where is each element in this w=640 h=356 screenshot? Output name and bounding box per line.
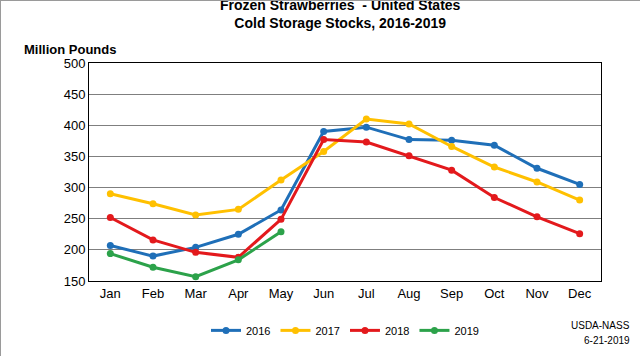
svg-text:Million Pounds: Million Pounds — [24, 42, 116, 57]
svg-text:Apr: Apr — [228, 286, 249, 301]
svg-text:May: May — [269, 286, 294, 301]
svg-text:300: 300 — [64, 180, 86, 195]
svg-text:6-21-2019: 6-21-2019 — [584, 335, 630, 346]
svg-text:450: 450 — [64, 87, 86, 102]
svg-text:250: 250 — [64, 211, 86, 226]
svg-text:Aug: Aug — [397, 286, 420, 301]
svg-text:2017: 2017 — [315, 325, 339, 337]
svg-text:Oct: Oct — [484, 286, 505, 301]
svg-text:USDA-NASS: USDA-NASS — [571, 320, 630, 331]
svg-text:Dec: Dec — [568, 286, 592, 301]
svg-text:400: 400 — [64, 118, 86, 133]
svg-text:2016: 2016 — [246, 325, 270, 337]
svg-text:350: 350 — [64, 149, 86, 164]
svg-text:Jun: Jun — [313, 286, 334, 301]
svg-text:Frozen Strawberries - United: Frozen Strawberries - United StatesCold … — [220, 1, 461, 31]
svg-text:Mar: Mar — [184, 286, 207, 301]
svg-text:150: 150 — [64, 274, 86, 289]
svg-text:Jul: Jul — [358, 286, 375, 301]
svg-text:Jan: Jan — [100, 286, 121, 301]
svg-text:200: 200 — [64, 242, 86, 257]
svg-text:2018: 2018 — [385, 325, 409, 337]
svg-text:2019: 2019 — [454, 325, 478, 337]
svg-text:Feb: Feb — [142, 286, 164, 301]
svg-text:Nov: Nov — [525, 286, 549, 301]
svg-text:500: 500 — [64, 56, 86, 71]
svg-text:Sep: Sep — [440, 286, 463, 301]
